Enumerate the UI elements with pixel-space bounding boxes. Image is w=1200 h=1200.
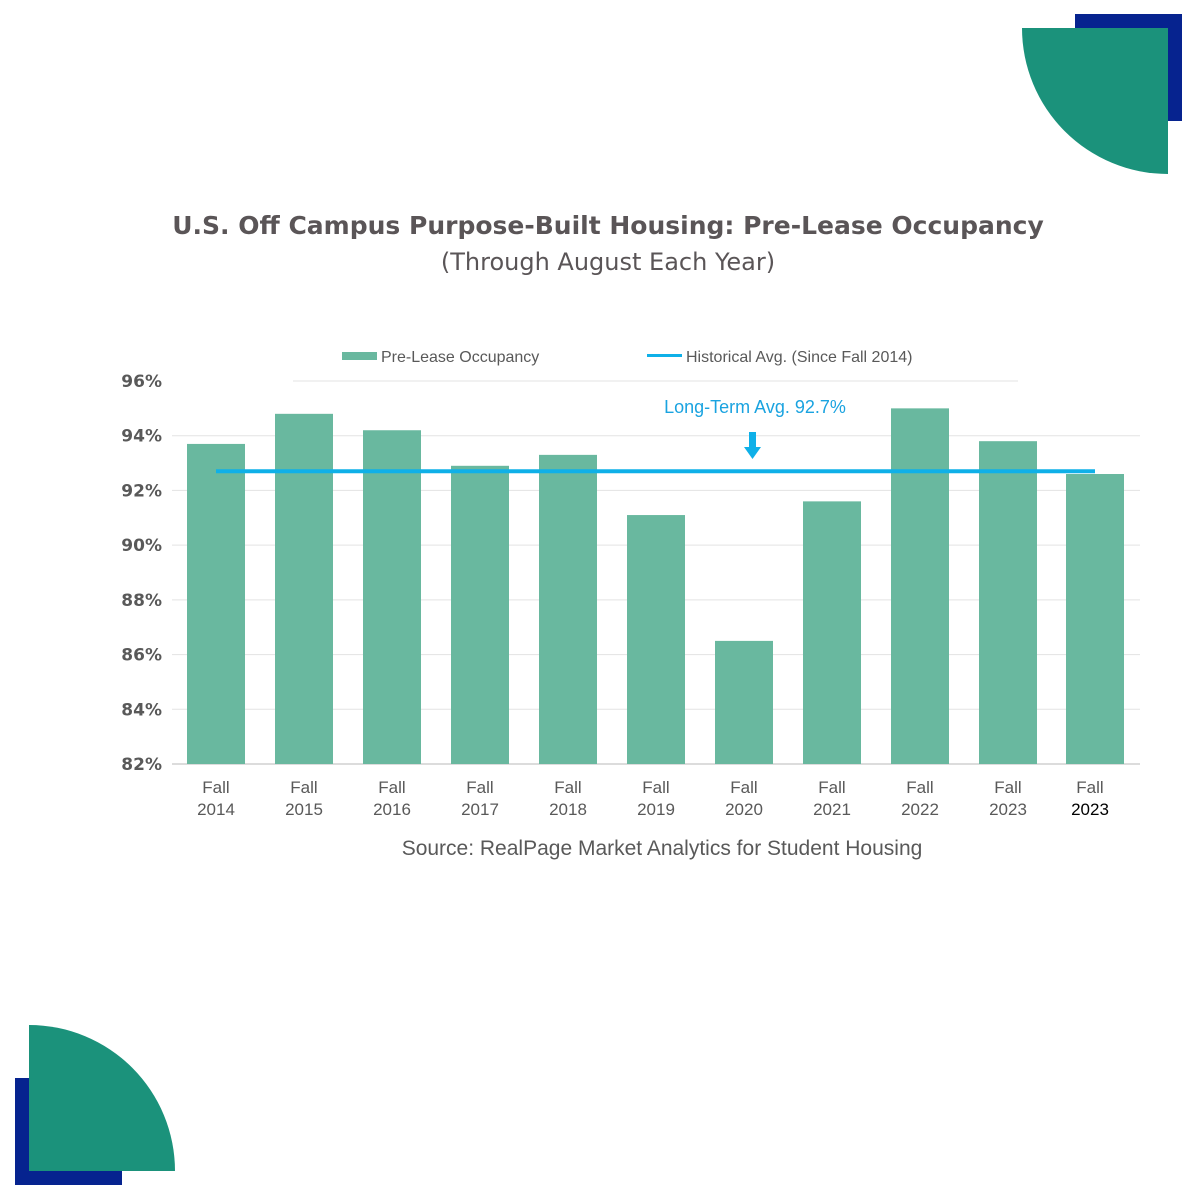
legend-bar-swatch — [342, 352, 377, 360]
x-tick-label: Fall — [730, 778, 757, 797]
bar — [275, 413, 333, 764]
x-tick-label: Fall — [1076, 778, 1103, 797]
x-tick-label: 2015 — [285, 800, 323, 819]
x-tick-label: 2022 — [901, 800, 939, 819]
x-tick-label: Fall — [818, 778, 845, 797]
x-tick-label: 2017 — [461, 800, 499, 819]
bar — [539, 454, 597, 764]
bar — [187, 443, 245, 764]
legend-bar-label: Pre-Lease Occupancy — [381, 349, 539, 366]
y-tick-label: 96% — [121, 372, 162, 392]
x-tick-label: Fall — [554, 778, 581, 797]
y-tick-label: 86% — [121, 646, 162, 666]
x-tick-label: 2019 — [637, 800, 675, 819]
x-tick-label: 2020 — [725, 800, 763, 819]
bar — [715, 640, 773, 764]
x-tick-label: 2018 — [549, 800, 587, 819]
x-tick-label: Fall — [994, 778, 1021, 797]
y-tick-label: 94% — [121, 427, 162, 447]
y-tick-label: 92% — [121, 481, 162, 501]
legend-line-label: Historical Avg. (Since Fall 2014) — [686, 349, 912, 366]
x-tick-label: Fall — [906, 778, 933, 797]
bar — [803, 501, 861, 764]
x-tick-label: Fall — [642, 778, 669, 797]
down-arrow-icon — [744, 432, 761, 459]
y-tick-label: 88% — [121, 591, 162, 611]
chart-title: U.S. Off Campus Purpose-Built Housing: P… — [172, 211, 1044, 240]
bar — [1066, 474, 1124, 764]
x-tick-label: Fall — [290, 778, 317, 797]
y-tick-label: 90% — [121, 536, 162, 556]
x-tick-label: Fall — [378, 778, 405, 797]
x-tick-label: 2023 — [1071, 800, 1109, 819]
legend-line-swatch — [647, 354, 682, 357]
x-tick-label: 2016 — [373, 800, 411, 819]
bar — [891, 408, 949, 764]
x-tick-label: Fall — [466, 778, 493, 797]
bar — [451, 465, 509, 764]
x-tick-label: 2014 — [197, 800, 235, 819]
x-tick-label: 2021 — [813, 800, 851, 819]
x-tick-label: 2023 — [989, 800, 1027, 819]
x-tick-label: Fall — [202, 778, 229, 797]
chart-subtitle: (Through August Each Year) — [441, 248, 775, 276]
y-tick-label: 84% — [121, 700, 162, 720]
bar — [979, 441, 1037, 764]
bar — [363, 430, 421, 764]
y-tick-label: 82% — [121, 755, 162, 775]
bar — [627, 515, 685, 764]
source-note: Source: RealPage Market Analytics for St… — [402, 837, 923, 860]
corner-teal-quarter-bottom — [29, 1025, 175, 1171]
corner-teal-quarter-top — [1022, 28, 1168, 174]
long-term-avg-annotation: Long-Term Avg. 92.7% — [664, 397, 846, 417]
